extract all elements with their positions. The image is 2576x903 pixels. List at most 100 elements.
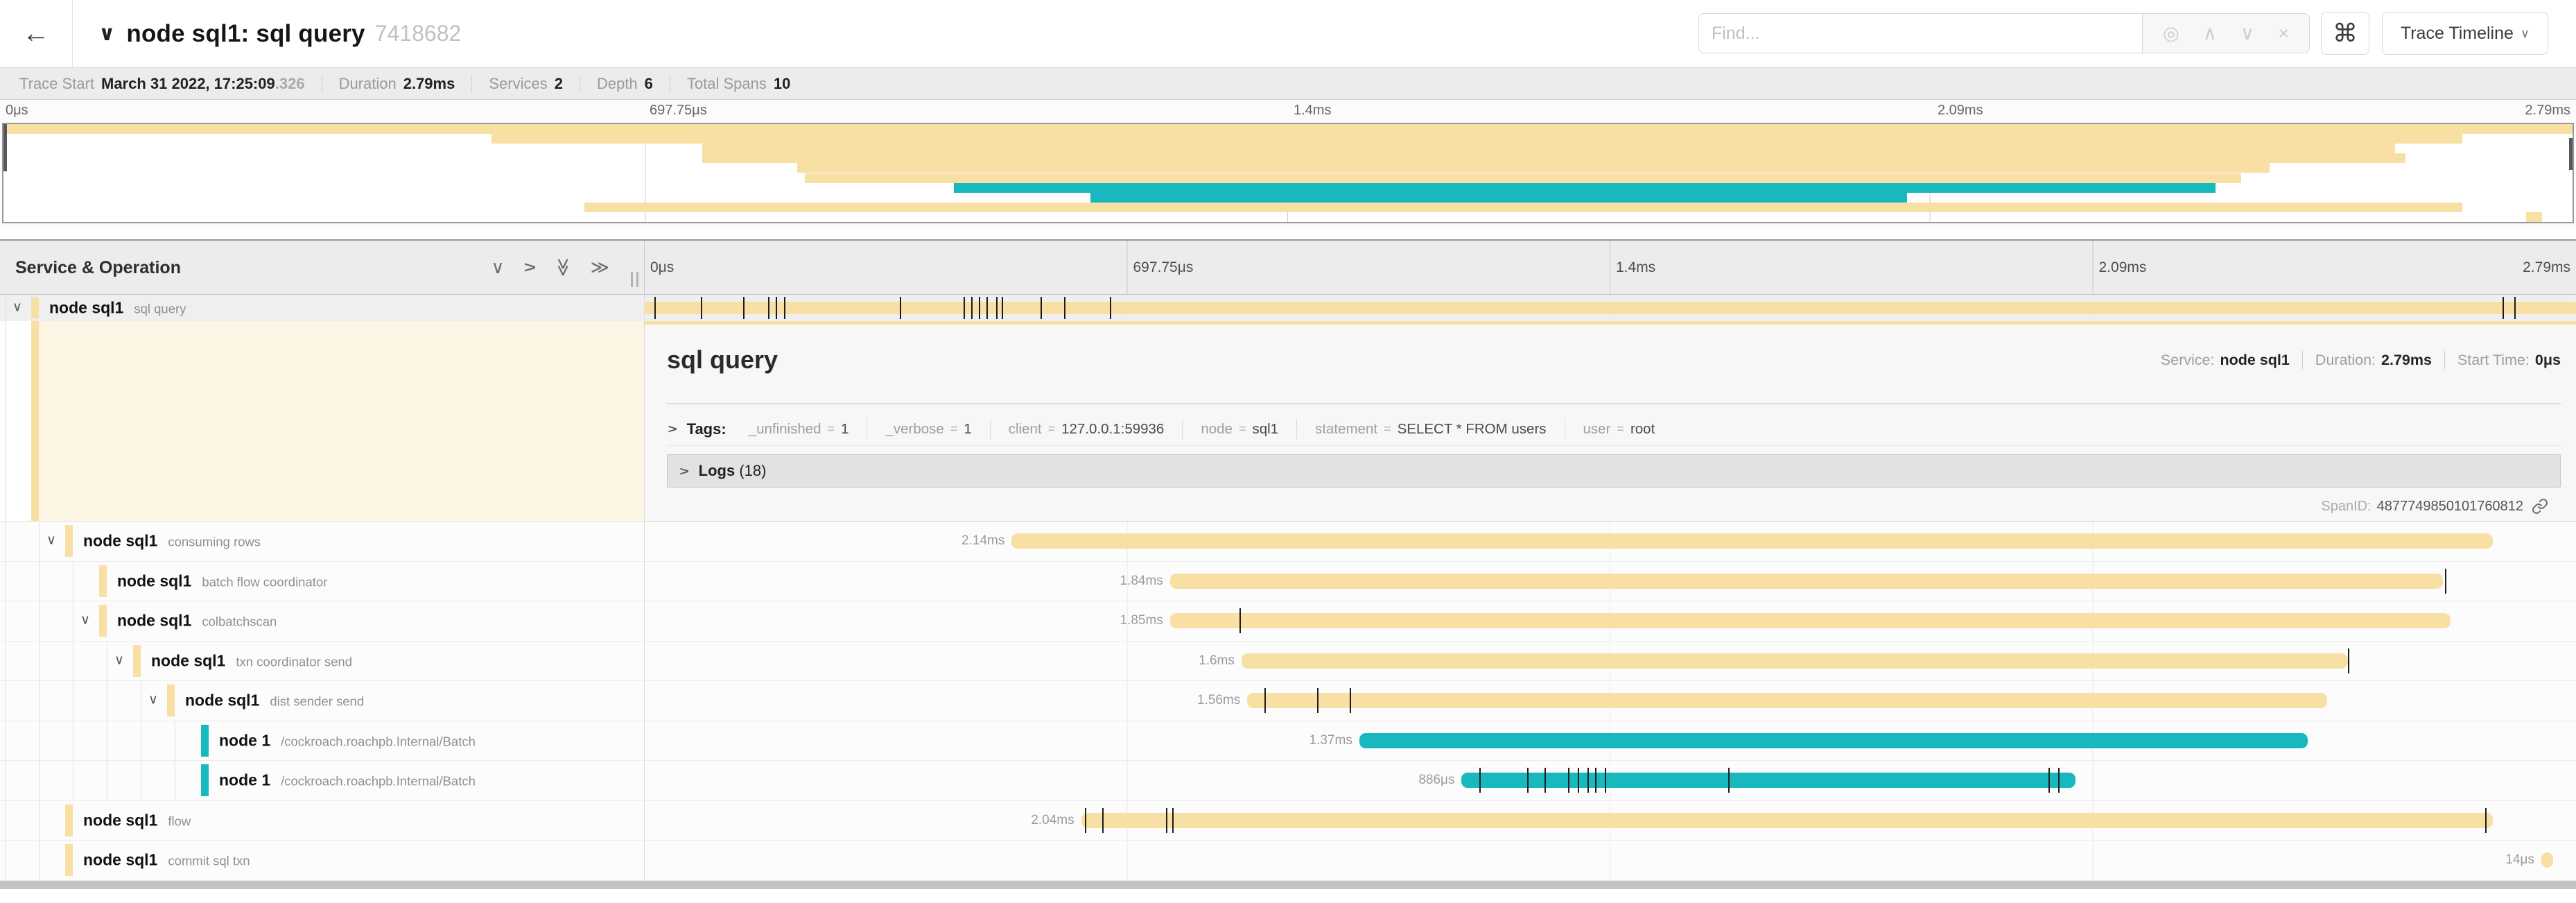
collapse-one-icon[interactable]: ∨ bbox=[491, 257, 505, 277]
find-input[interactable] bbox=[1698, 13, 2142, 53]
span-name-group: node 1/cockroach.roachpb.Internal/Batch bbox=[219, 731, 476, 750]
span-bar[interactable] bbox=[1247, 693, 2327, 709]
tag-value: sql1 bbox=[1252, 420, 1279, 437]
span-tree-item[interactable]: node 1/cockroach.roachpb.Internal/Batch bbox=[0, 721, 645, 760]
service-color-swatch bbox=[201, 764, 209, 797]
log-marker-tick bbox=[986, 297, 989, 319]
span-tree-item[interactable]: node sql1 flow bbox=[0, 800, 645, 840]
log-marker-tick bbox=[996, 297, 998, 319]
viewport-scrubber-left[interactable] bbox=[3, 124, 7, 171]
chevron-down-icon[interactable]: ∨ bbox=[12, 300, 22, 315]
span-bar[interactable] bbox=[1461, 773, 2076, 789]
log-marker-tick bbox=[1728, 768, 1730, 793]
indent-guide bbox=[5, 522, 6, 561]
prev-match-icon[interactable]: ∧ bbox=[2202, 22, 2217, 44]
service-label: Service: bbox=[2160, 351, 2215, 368]
span-row: ∨ node sql1 sql query bbox=[0, 295, 2576, 321]
log-marker-tick bbox=[1264, 688, 1267, 714]
timeline-tick-label: 1.4ms bbox=[1616, 259, 1656, 275]
indent-guide bbox=[5, 681, 6, 721]
log-marker-tick bbox=[2514, 297, 2516, 319]
log-marker-tick bbox=[1041, 297, 1043, 319]
log-marker-tick bbox=[971, 297, 973, 319]
span-detail-meta: Service: node sql1 Duration: 2.79ms Star… bbox=[2161, 351, 2561, 369]
service-color-swatch bbox=[133, 644, 141, 677]
span-tree-item[interactable]: node sql1 commit sql txn bbox=[0, 841, 645, 880]
log-marker-tick bbox=[1102, 807, 1104, 833]
indent-guide bbox=[39, 761, 40, 800]
timeline-tick-label: 697.75μs bbox=[1133, 259, 1194, 275]
service-color-swatch bbox=[99, 605, 107, 637]
operation-name: batch flow coordinator bbox=[202, 574, 328, 590]
depth-value: 6 bbox=[644, 74, 653, 92]
span-bar[interactable] bbox=[645, 302, 2576, 314]
next-match-icon[interactable]: ∨ bbox=[2240, 22, 2254, 44]
tag-key: client bbox=[1008, 420, 1042, 437]
span-bar[interactable] bbox=[1241, 653, 2349, 669]
operation-name: flow bbox=[168, 814, 191, 829]
span-name-group: node sql1 sql query bbox=[49, 299, 186, 318]
minimap-canvas[interactable] bbox=[2, 123, 2574, 223]
span-bar[interactable] bbox=[1359, 732, 2308, 748]
span-row: ∨ node sql1 dist sender send 1.56ms bbox=[0, 681, 2576, 721]
log-marker-tick bbox=[1587, 768, 1589, 793]
depth-label: Depth bbox=[596, 74, 638, 92]
span-tree-item[interactable]: ∨ node sql1 consuming rows bbox=[0, 522, 645, 561]
span-name-group: node sql1 consuming rows bbox=[83, 532, 261, 551]
logs-accordion[interactable]: ∨ Logs (18) bbox=[667, 454, 2561, 488]
span-tree-item[interactable]: ∨ node sql1 sql query bbox=[0, 295, 645, 321]
divider bbox=[2444, 351, 2445, 369]
log-marker-tick bbox=[1577, 768, 1579, 793]
trace-title: node sql1: sql query bbox=[126, 19, 365, 47]
chevron-down-icon[interactable]: ∨ bbox=[148, 692, 158, 707]
indent-guide bbox=[39, 561, 40, 601]
collapse-trace-icon[interactable]: ∨ bbox=[98, 22, 116, 45]
deep-link-icon[interactable] bbox=[2532, 498, 2548, 515]
span-detail-title: sql query bbox=[667, 345, 778, 374]
chevron-down-icon[interactable]: ∨ bbox=[46, 533, 56, 548]
tag-key: user bbox=[1583, 420, 1611, 437]
clear-find-icon[interactable]: × bbox=[2278, 22, 2289, 44]
log-marker-tick bbox=[2485, 807, 2487, 833]
indent-guide bbox=[39, 522, 40, 561]
span-timeline-track: 1.6ms bbox=[645, 641, 2576, 680]
chevron-down-icon[interactable]: ∨ bbox=[80, 612, 90, 628]
span-bar[interactable] bbox=[2541, 852, 2553, 868]
span-bar[interactable] bbox=[1169, 573, 2443, 589]
span-bar[interactable] bbox=[1169, 613, 2451, 629]
column-resize-grip[interactable] bbox=[631, 272, 638, 287]
view-selector-button[interactable]: Trace Timeline ∨ bbox=[2382, 12, 2548, 55]
span-tree-item[interactable]: ∨ node sql1 colbatchscan bbox=[0, 601, 645, 641]
span-duration-label: 1.56ms bbox=[1196, 693, 1241, 708]
divider bbox=[667, 403, 2561, 404]
tags-accordion[interactable]: ∨ Tags: _unfinished = 1 _verbose = 1 client = 12… bbox=[665, 413, 2561, 446]
operation-name: commit sql txn bbox=[168, 853, 250, 868]
log-marker-tick bbox=[2503, 297, 2505, 319]
keyboard-shortcuts-button[interactable]: ⌘ bbox=[2321, 12, 2369, 55]
span-tree-item[interactable]: node 1/cockroach.roachpb.Internal/Batch bbox=[0, 761, 645, 800]
chevron-down-icon[interactable]: ∨ bbox=[114, 653, 124, 668]
service-name: node 1 bbox=[219, 731, 271, 750]
horizontal-scrollbar[interactable] bbox=[0, 880, 2576, 889]
span-tree-item[interactable]: node sql1 batch flow coordinator bbox=[0, 561, 645, 601]
operation-name: txn coordinator send bbox=[236, 654, 352, 669]
span-bar[interactable] bbox=[1081, 812, 2494, 828]
minimap-span-bar bbox=[584, 202, 2462, 212]
expand-all-icon[interactable]: ≫ bbox=[590, 257, 609, 277]
span-tree-item[interactable]: ∨ node sql1 txn coordinator send bbox=[0, 641, 645, 680]
divider bbox=[2301, 351, 2303, 369]
operation-name: /cockroach.roachpb.Internal/Batch bbox=[281, 773, 476, 789]
back-button[interactable]: ← bbox=[0, 0, 73, 67]
service-color-swatch bbox=[65, 844, 73, 877]
expand-one-icon[interactable]: ∨ bbox=[518, 260, 539, 275]
service-name: node sql1 bbox=[117, 571, 192, 590]
collapse-all-icon[interactable]: ≫ bbox=[552, 257, 574, 277]
span-tree-item[interactable]: ∨ node sql1 dist sender send bbox=[0, 681, 645, 721]
tag-item: statement = SELECT * FROM users bbox=[1297, 418, 1565, 440]
trace-start-ms: .326 bbox=[275, 74, 305, 92]
viewport-scrubber-right[interactable] bbox=[2569, 138, 2573, 170]
span-row: ∨ node sql1 colbatchscan 1.85ms bbox=[0, 601, 2576, 642]
minimap-tick-label: 697.75μs bbox=[650, 103, 707, 118]
span-bar[interactable] bbox=[1011, 533, 2494, 549]
